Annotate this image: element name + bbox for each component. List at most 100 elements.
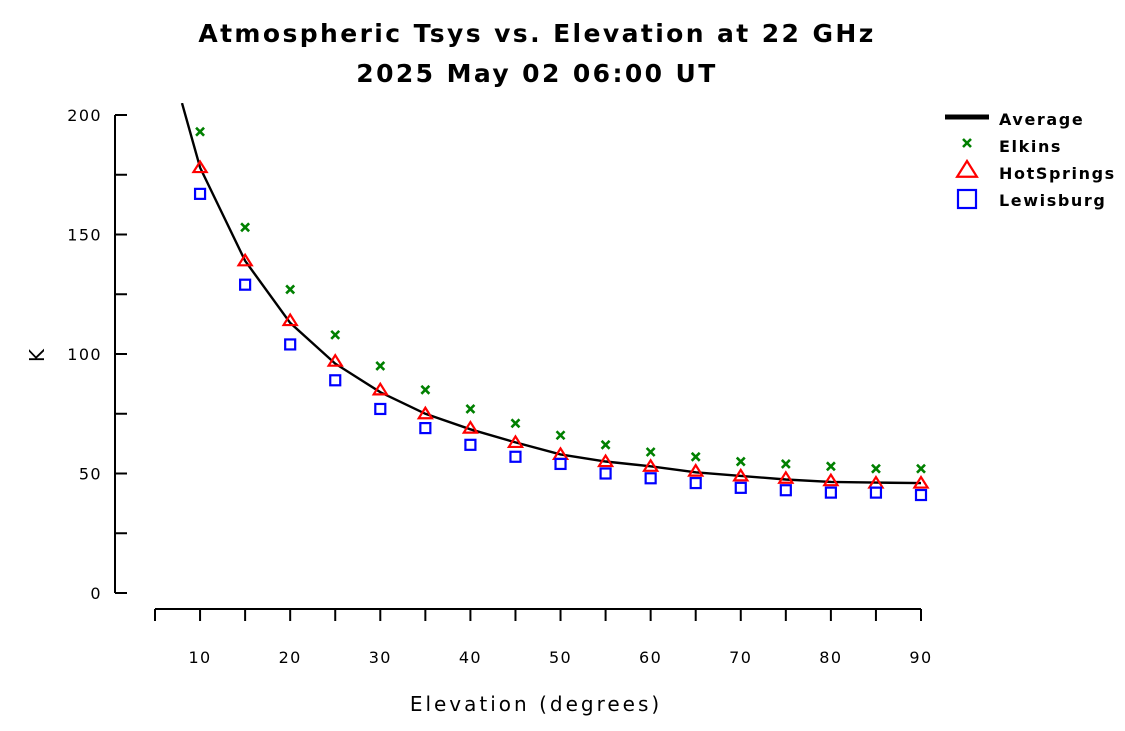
data-point-elkins xyxy=(555,430,566,441)
data-point-elkins-stroke-b xyxy=(330,329,341,340)
data-point-hotsprings xyxy=(461,420,480,434)
legend-swatch-elkins-stroke-b xyxy=(962,138,972,148)
plot-area xyxy=(180,103,930,502)
data-point-hotsprings xyxy=(822,472,840,487)
data-point-elkins xyxy=(195,126,205,137)
data-point-elkins xyxy=(690,451,701,462)
data-point-lewisburg xyxy=(869,486,883,499)
x-tick-label: 20 xyxy=(279,648,302,667)
data-point-elkins-stroke-b xyxy=(555,430,566,441)
data-point-elkins xyxy=(916,463,926,474)
data-point-elkins xyxy=(330,329,341,340)
data-point-hotsprings xyxy=(596,453,615,468)
y-axis-label: K xyxy=(25,346,49,362)
legend-swatch-hotsprings xyxy=(955,158,979,178)
data-point-hotsprings xyxy=(732,467,750,482)
data-point-hotsprings xyxy=(687,463,705,477)
legend-label-elkins: Elkins xyxy=(999,137,1062,156)
data-point-elkins-stroke-b xyxy=(285,284,296,295)
data-point-lewisburg xyxy=(419,421,432,435)
data-point-elkins xyxy=(735,456,746,467)
data-point-elkins xyxy=(825,461,836,472)
data-point-lewisburg xyxy=(554,457,567,471)
x-axis-label: Elevation (degrees) xyxy=(410,692,662,716)
legend-label-lewisburg: Lewisburg xyxy=(999,191,1106,210)
data-point-lewisburg xyxy=(509,450,522,463)
legend-item-elkins: Elkins xyxy=(962,137,1062,156)
data-point-hotsprings xyxy=(281,312,299,327)
y-tick-label: 50 xyxy=(79,465,102,484)
data-point-lewisburg xyxy=(464,438,477,451)
series-lewisburg xyxy=(193,187,928,502)
x-tick-label: 50 xyxy=(549,648,572,667)
data-point-lewisburg xyxy=(689,476,702,490)
data-point-lewisburg xyxy=(779,484,792,497)
y-tick-label: 0 xyxy=(90,584,102,603)
data-point-hotsprings xyxy=(236,252,254,267)
data-point-elkins xyxy=(510,418,521,429)
data-point-lewisburg xyxy=(284,338,297,351)
legend-item-lewisburg: Lewisburg xyxy=(956,188,1106,210)
legend-label-average: Average xyxy=(999,110,1084,129)
x-tick-label: 30 xyxy=(369,648,392,667)
data-point-lewisburg xyxy=(239,278,252,291)
data-point-hotsprings xyxy=(777,470,795,484)
chart-title: Atmospheric Tsys vs. Elevation at 22 GHz xyxy=(198,19,875,48)
data-point-elkins-stroke-b xyxy=(825,461,836,472)
data-point-lewisburg xyxy=(374,402,387,416)
x-axis: 10 20 30 40 50 60 70 80 90 xyxy=(154,608,932,667)
x-tick-label: 70 xyxy=(729,648,752,667)
data-point-elkins-stroke-b xyxy=(195,126,205,137)
data-point-hotsprings xyxy=(326,353,344,367)
legend: Average Elkins HotSprings Lewisburg xyxy=(945,110,1116,210)
data-point-elkins xyxy=(871,463,881,474)
x-tick-label: 90 xyxy=(909,648,932,667)
legend-swatch-lewisburg xyxy=(956,188,978,210)
data-point-elkins-stroke-b xyxy=(600,439,611,450)
data-point-lewisburg xyxy=(193,187,207,200)
data-point-elkins-stroke-b xyxy=(375,361,386,371)
data-point-elkins xyxy=(645,447,656,457)
data-point-elkins xyxy=(375,361,386,371)
x-tick-label: 40 xyxy=(459,648,482,667)
y-tick-label: 100 xyxy=(67,345,102,364)
data-point-elkins-stroke-b xyxy=(465,404,476,414)
data-point-elkins-stroke-b xyxy=(735,456,746,467)
data-point-lewisburg xyxy=(824,486,837,499)
series-hotsprings xyxy=(191,159,930,489)
data-point-elkins-stroke-b xyxy=(780,459,791,469)
data-point-elkins xyxy=(420,384,431,395)
data-point-elkins-stroke-b xyxy=(420,384,431,395)
data-point-hotsprings xyxy=(191,159,209,174)
data-point-lewisburg xyxy=(644,472,657,485)
data-point-elkins-stroke-b xyxy=(645,447,656,457)
data-point-lewisburg xyxy=(329,374,342,387)
data-point-hotsprings xyxy=(642,458,660,472)
data-point-elkins-stroke-b xyxy=(240,222,251,233)
data-point-elkins xyxy=(600,439,611,450)
data-point-elkins-stroke-b xyxy=(690,451,701,462)
data-point-hotsprings xyxy=(371,381,389,396)
data-point-elkins xyxy=(780,459,791,469)
data-point-lewisburg xyxy=(599,467,612,480)
data-point-hotsprings xyxy=(912,474,930,489)
data-point-elkins xyxy=(285,284,296,295)
x-tick-label: 10 xyxy=(188,648,211,667)
x-tick-label: 60 xyxy=(639,648,662,667)
y-tick-label: 200 xyxy=(67,106,102,125)
y-tick-label: 150 xyxy=(67,226,102,245)
series-line-average xyxy=(180,103,922,485)
x-tick-label: 80 xyxy=(819,648,842,667)
legend-item-average: Average xyxy=(945,110,1084,129)
legend-label-hotsprings: HotSprings xyxy=(999,164,1116,183)
data-point-elkins-stroke-b xyxy=(916,463,926,474)
data-point-hotsprings xyxy=(416,405,434,420)
series-elkins xyxy=(195,126,926,474)
data-point-hotsprings xyxy=(506,434,525,449)
data-point-elkins xyxy=(465,404,476,414)
data-point-lewisburg xyxy=(734,481,747,494)
data-point-elkins-stroke-b xyxy=(510,418,521,429)
data-point-elkins xyxy=(240,222,251,233)
legend-item-hotsprings: HotSprings xyxy=(955,158,1116,183)
